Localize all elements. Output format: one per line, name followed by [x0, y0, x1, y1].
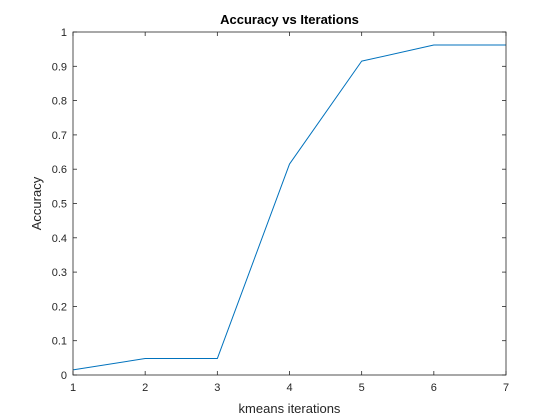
y-tick-label: 0.1	[52, 336, 67, 348]
x-tick-label: 4	[286, 382, 292, 394]
y-tick-label: 0.8	[52, 96, 67, 108]
y-tick-label: 0.3	[52, 267, 67, 279]
y-tick-label: 1	[61, 27, 67, 39]
y-axis-ticks: 0 0.1 0.2 0.3 0.4 0.5 0.6 0.7 0.8 0.9 1	[52, 27, 506, 382]
series-line-0	[72, 44, 506, 371]
y-tick-label: 0.6	[52, 164, 67, 176]
x-tick-label: 6	[431, 382, 437, 394]
y-tick-label: 0.9	[52, 61, 67, 73]
x-tick-label: 2	[142, 382, 148, 394]
y-tick-label: 0.2	[52, 301, 67, 313]
y-tick-label: 0.4	[52, 233, 67, 245]
x-tick-label: 1	[70, 382, 76, 394]
x-axis-ticks: 1 2 3 4 5 6 7	[70, 32, 509, 394]
y-axis-label: Accuracy	[29, 176, 44, 230]
y-tick-label: 0	[61, 370, 67, 382]
series-layer	[72, 44, 506, 371]
chart-title: Accuracy vs Iterations	[220, 12, 359, 27]
x-tick-label: 7	[503, 382, 509, 394]
x-tick-label: 3	[214, 382, 220, 394]
x-tick-label: 5	[359, 382, 365, 394]
y-tick-label: 0.5	[52, 199, 67, 211]
x-axis-label: kmeans iterations	[239, 401, 341, 416]
plot-area	[73, 32, 506, 375]
y-tick-label: 0.7	[52, 130, 67, 142]
plot-background	[73, 32, 506, 375]
